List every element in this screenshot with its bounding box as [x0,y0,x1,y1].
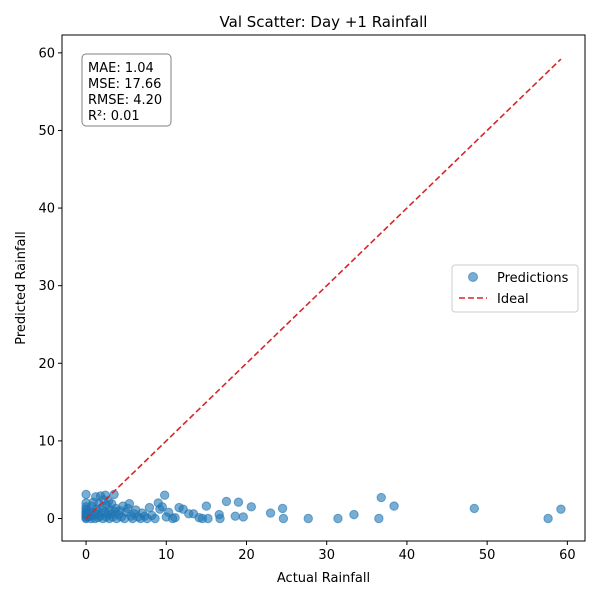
chart-title: Val Scatter: Day +1 Rainfall [220,13,428,31]
prediction-point [278,513,289,524]
y-tick-label: 20 [38,357,55,372]
y-tick-label: 50 [38,124,55,139]
x-axis-label: Actual Rainfall [277,571,370,586]
prediction-point [349,509,359,520]
prediction-point [238,512,248,522]
y-tick-label: 10 [38,434,55,449]
legend: Predictions Ideal [451,264,579,313]
prediction-point [333,513,343,524]
y-tick-label: 0 [47,512,55,527]
prediction-point [246,502,257,512]
y-tick-label: 30 [38,279,55,294]
prediction-point [81,489,91,500]
metrics-box: MAE: 1.04 MSE: 17.66 RMSE: 4.20 R²: 0.01 [81,53,172,127]
prediction-point [221,496,232,507]
prediction-point [230,511,240,521]
prediction-point [124,499,135,509]
prediction-point [389,501,399,511]
y-tick-label: 60 [38,46,55,61]
y-axis-label: Predicted Rainfall [14,231,29,345]
metric-mae: MAE: 1.04 [88,61,154,76]
legend-predictions-label: Predictions [497,271,569,286]
prediction-point [469,503,480,514]
metric-r2: R²: 0.01 [88,109,140,124]
x-tick-label: 10 [158,548,175,563]
prediction-point [543,513,553,524]
x-tick-label: 60 [559,548,576,563]
prediction-point [556,504,566,514]
prediction-point [277,503,288,514]
prediction-point [376,492,386,503]
x-tick-label: 30 [318,548,335,563]
legend-ideal-label: Ideal [497,292,529,307]
prediction-point [233,497,244,507]
prediction-point [374,513,384,524]
ideal-line [85,58,562,520]
prediction-point [150,513,160,524]
prediction-point [201,501,212,511]
prediction-point [159,490,170,500]
prediction-point [303,513,313,524]
y-axis: 0 10 20 30 40 50 60 [38,46,62,527]
prediction-point [215,513,225,524]
prediction-point [265,508,276,518]
prediction-point [157,502,167,512]
x-tick-label: 20 [238,548,255,563]
prediction-point [203,513,213,524]
metric-rmse: RMSE: 4.20 [88,93,162,108]
x-axis: 0 10 20 30 40 50 60 [82,541,576,563]
y-tick-label: 40 [38,202,55,217]
prediction-point [170,513,180,523]
legend-predictions-marker [468,272,478,282]
prediction-point [144,502,155,513]
x-tick-label: 0 [82,548,90,563]
x-tick-label: 50 [479,548,496,563]
points-layer [81,489,566,524]
ideal-layer [85,58,562,520]
metric-mse: MSE: 17.66 [88,77,161,92]
x-tick-label: 40 [399,548,416,563]
plot-area [61,34,586,542]
